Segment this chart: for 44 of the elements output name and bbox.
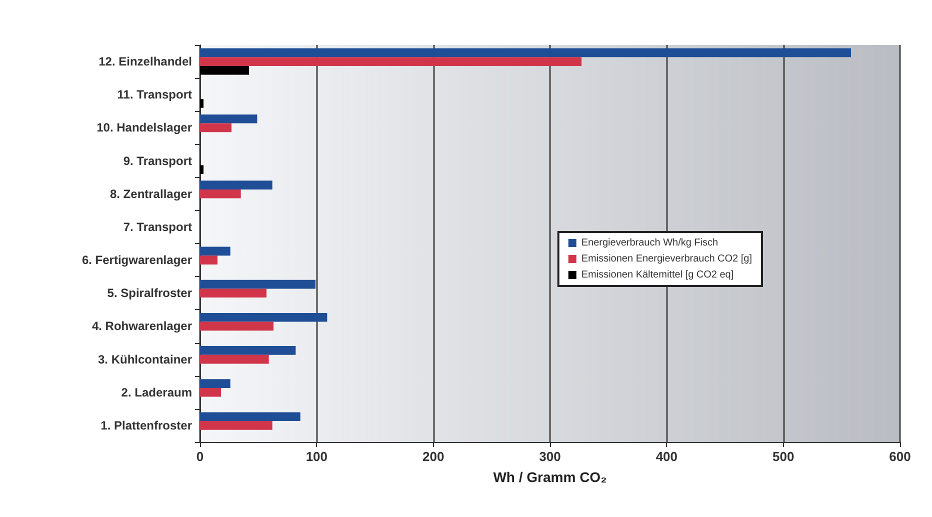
legend-label: Emissionen Energieverbrauch CO2 [g] <box>581 254 752 264</box>
bar <box>200 66 249 75</box>
x-tick-label: 600 <box>889 449 911 464</box>
y-tick-label: 8. Zentrallager <box>110 186 192 201</box>
bar <box>200 379 230 388</box>
y-tick-label: 2. Laderaum <box>121 385 192 400</box>
x-tick-label: 500 <box>772 449 794 464</box>
bar <box>200 322 274 331</box>
x-tick-label: 400 <box>656 449 678 464</box>
x-tick-label: 0 <box>196 449 204 464</box>
y-tick-label: 7. Transport <box>123 220 192 234</box>
x-axis-title: Wh / Gramm CO₂ <box>493 469 607 485</box>
y-tick-label: 12. Einzelhandel <box>98 54 192 69</box>
bar <box>200 57 582 66</box>
x-tick-label: 200 <box>422 449 444 464</box>
bar <box>200 388 221 397</box>
bar <box>200 189 241 198</box>
x-tick-label: 300 <box>539 449 561 464</box>
bar <box>200 256 218 264</box>
bar <box>200 246 230 256</box>
y-tick-label: 11. Transport <box>117 88 192 102</box>
bar <box>200 354 269 364</box>
bar <box>200 421 272 430</box>
x-tick-label: 100 <box>306 449 328 464</box>
bar <box>200 312 328 322</box>
y-tick-label: 3. Kühlcontainer <box>98 352 192 366</box>
bar <box>200 114 258 124</box>
bar <box>200 123 232 132</box>
y-tick-label: 1. Plattenfroster <box>100 418 192 432</box>
legend-label: Energieverbrauch Wh/kg Fisch <box>581 238 718 248</box>
bar <box>200 280 316 289</box>
bar <box>200 346 296 355</box>
y-tick-label: 10. Handelslager <box>96 120 192 135</box>
bar <box>200 288 266 298</box>
bar <box>200 180 272 190</box>
y-tick-label: 6. Fertigwarenlager <box>82 253 192 268</box>
bar <box>200 412 300 422</box>
bar <box>200 99 204 108</box>
y-tick-label: 9. Transport <box>123 154 192 168</box>
legend-label: Emissionen Kältemittel [g CO2 eq] <box>581 270 734 280</box>
y-tick-label: 4. Rohwarenlager <box>92 319 192 334</box>
bar <box>200 48 851 58</box>
y-tick-label: 5. Spiralfroster <box>107 286 192 300</box>
bar <box>200 165 204 174</box>
